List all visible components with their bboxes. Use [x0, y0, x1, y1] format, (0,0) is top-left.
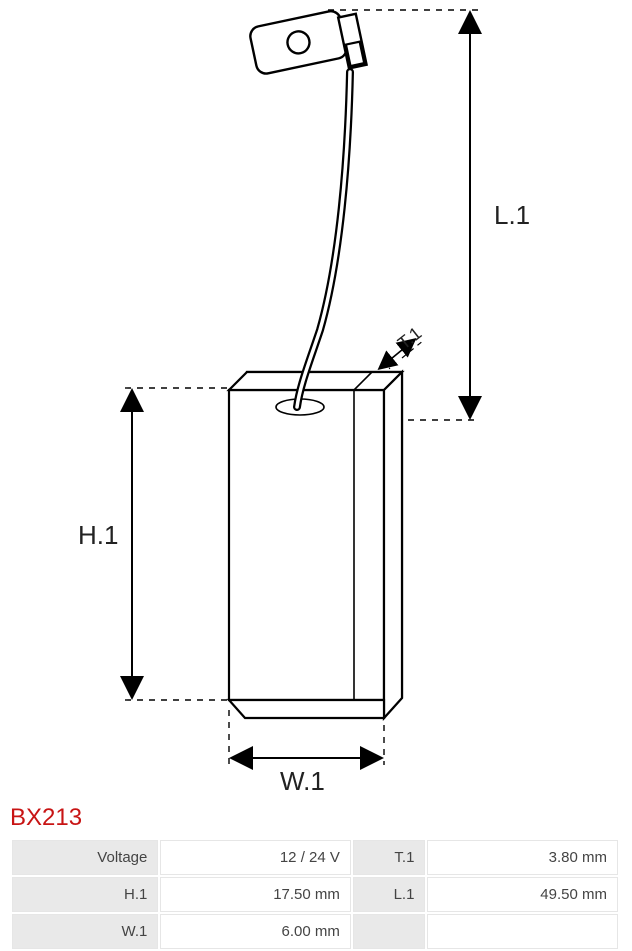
- spec-value: 6.00 mm: [160, 914, 351, 949]
- spec-label: L.1: [353, 877, 426, 912]
- drawing-svg: [0, 0, 632, 800]
- spec-value: 3.80 mm: [427, 840, 618, 875]
- table-row: H.1 17.50 mm L.1 49.50 mm: [12, 877, 618, 912]
- spec-label: T.1: [353, 840, 426, 875]
- spec-value: 49.50 mm: [427, 877, 618, 912]
- label-W1: W.1: [280, 766, 325, 797]
- spec-value: 17.50 mm: [160, 877, 351, 912]
- spec-value: [427, 914, 618, 949]
- spec-label: H.1: [12, 877, 158, 912]
- table-row: Voltage 12 / 24 V T.1 3.80 mm: [12, 840, 618, 875]
- label-H1: H.1: [78, 520, 118, 551]
- spec-label: W.1: [12, 914, 158, 949]
- technical-drawing: L.1 H.1 W.1 T.1: [0, 0, 632, 800]
- spec-value: 12 / 24 V: [160, 840, 351, 875]
- label-L1: L.1: [494, 200, 530, 231]
- spec-label: Voltage: [12, 840, 158, 875]
- table-row: W.1 6.00 mm: [12, 914, 618, 949]
- spec-table: Voltage 12 / 24 V T.1 3.80 mm H.1 17.50 …: [10, 838, 620, 951]
- spec-label: [353, 914, 426, 949]
- product-code: BX213: [0, 800, 632, 838]
